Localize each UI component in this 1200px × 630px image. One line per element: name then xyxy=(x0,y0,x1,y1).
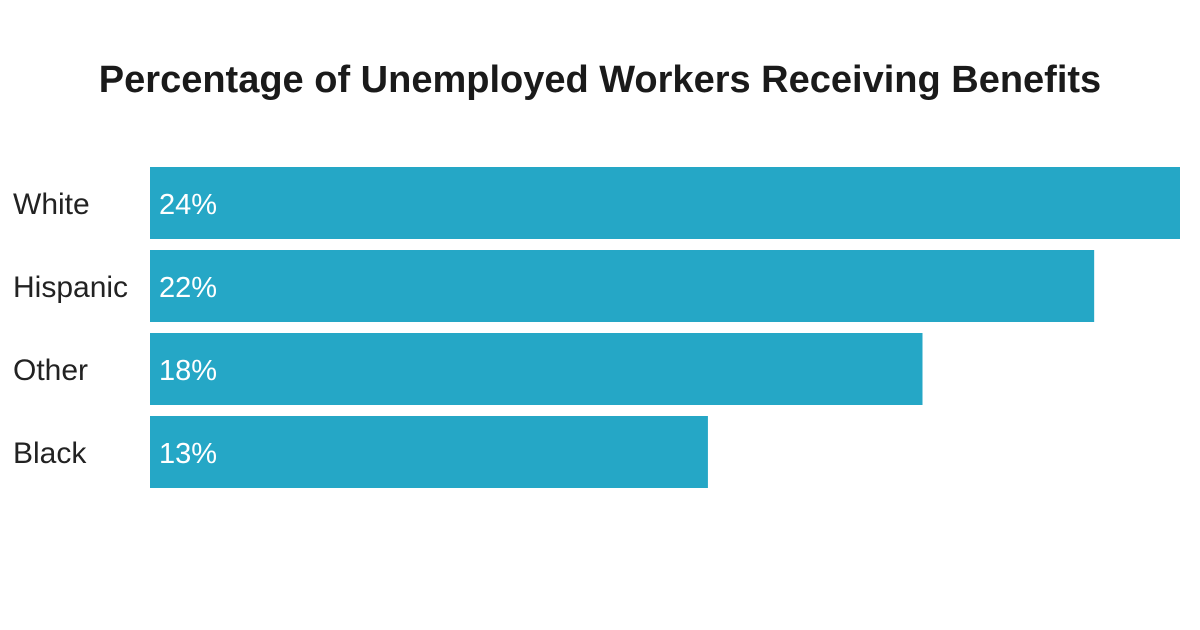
bar-value-label: 24% xyxy=(159,189,217,221)
category-label: Hispanic xyxy=(13,271,128,304)
category-label: White xyxy=(13,188,90,221)
bars-group: White 24% Hispanic 22% Other 18% Black 13% xyxy=(13,167,1180,488)
bar-row-other: Other 18% xyxy=(13,333,923,405)
bar-value-label: 22% xyxy=(159,272,217,304)
bar-row-hispanic: Hispanic 22% xyxy=(13,250,1095,322)
category-label: Other xyxy=(13,354,88,387)
chart-title: Percentage of Unemployed Workers Receivi… xyxy=(99,59,1101,101)
bar-value-label: 18% xyxy=(159,355,217,387)
bar-value-label: 13% xyxy=(159,438,217,470)
bar xyxy=(150,416,708,488)
bar xyxy=(150,250,1095,322)
bar xyxy=(150,167,1180,239)
category-label: Black xyxy=(13,437,87,470)
bar xyxy=(150,333,923,405)
bar-row-white: White 24% xyxy=(13,167,1180,239)
bar-row-black: Black 13% xyxy=(13,416,708,488)
